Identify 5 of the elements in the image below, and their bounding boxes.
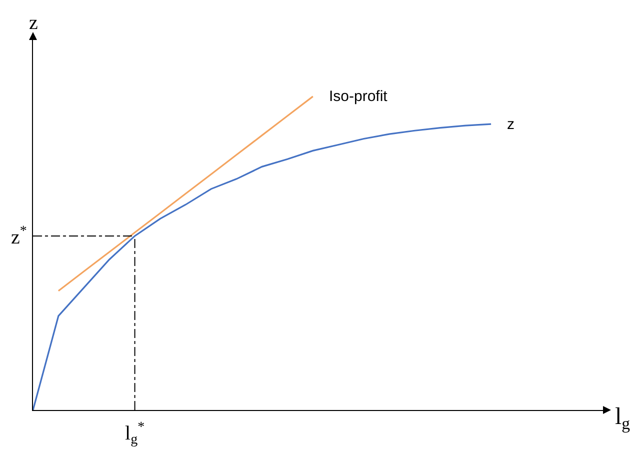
x-axis-title: l$_{g}$	[615, 404, 631, 434]
series-label: z	[507, 116, 514, 133]
series-label: Iso-profit	[329, 88, 388, 105]
y-axis-title: z	[29, 12, 38, 34]
ref-line-label: z$^{*}$	[11, 224, 27, 248]
